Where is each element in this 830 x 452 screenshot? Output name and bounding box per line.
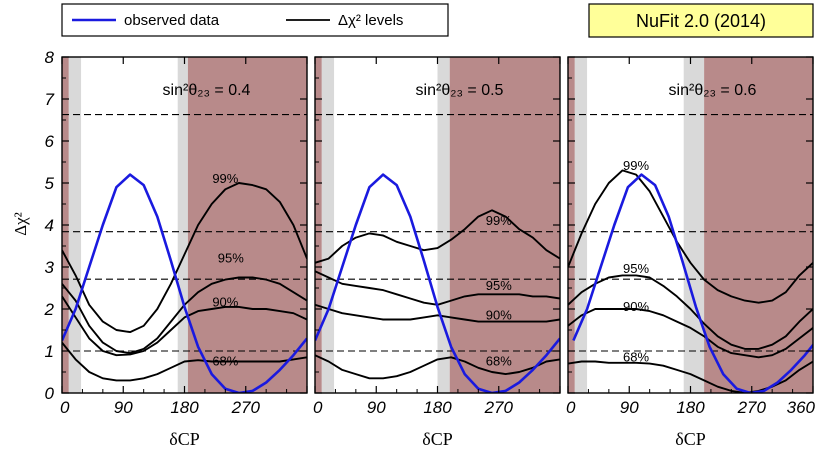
cl-label-95-percent: 95% — [218, 251, 244, 266]
x-tick-label: 270 — [737, 398, 767, 417]
level-curves — [62, 173, 307, 393]
x-tick-label: 180 — [170, 398, 199, 417]
x-axis-title: δCP — [169, 429, 200, 449]
shaded-allowed-band — [68, 57, 82, 393]
panel-title: sin²θ₂₃ = 0.5 — [416, 82, 504, 99]
x-tick-label: 90 — [114, 398, 133, 417]
curve-95-percent — [568, 274, 813, 350]
legend-label-observed: observed data — [124, 12, 220, 29]
cl-label-68-percent: 68% — [623, 349, 649, 364]
level-curves — [315, 173, 560, 393]
x-tick-label: 270 — [231, 398, 261, 417]
panel-title: sin²θ₂₃ = 0.4 — [163, 82, 251, 99]
x-tick-label: 90 — [620, 398, 639, 417]
shaded-excluded-region — [704, 57, 813, 393]
panel-2: 99% 95% 90% 68% sin²θ₂₃ = 0.5 0 90 180 270 δCP — [313, 56, 561, 449]
panels-container: 99%95%90%68%sin²θ₂₃ = 0.40 90 180 270δCP012… — [44, 48, 816, 449]
cl-label-90-percent: 90% — [212, 295, 238, 310]
x-axis-title: δCP — [422, 429, 453, 449]
curve-99-percent — [315, 209, 560, 264]
x-tick-label: 180 — [676, 398, 705, 417]
legend-frame — [61, 3, 449, 37]
panel-3: 99% 95% 90% 68% sin²θ₂₃ = 0.6 0 90 180 270 360 δCP — [566, 56, 816, 449]
shaded-allowed-band — [683, 57, 705, 393]
curve-68-percent — [315, 354, 560, 380]
legend: observed data Δχ² levels — [61, 3, 449, 37]
cl-label-90-percent: 90% — [486, 307, 512, 322]
y-tick-label: 0 — [45, 384, 55, 403]
nufit-badge: NuFit 2.0 (2014) — [588, 3, 814, 38]
x-tick-label: 270 — [484, 398, 514, 417]
cl-label-95-percent: 95% — [623, 261, 649, 276]
cl-label-68-percent: 68% — [486, 354, 512, 369]
y-tick-label: 3 — [45, 258, 55, 277]
panel-1: 99% 95% 90% 68% sin²θ₂₃ = 0.4 0 90 180 270 δCP — [60, 56, 308, 449]
curve-99-percent — [62, 182, 307, 334]
cl-label-95-percent: 95% — [486, 278, 512, 293]
y-tick-label: 8 — [45, 48, 55, 67]
y-tick-label: 1 — [45, 342, 54, 361]
shaded-excluded-region — [187, 57, 307, 393]
curve-observed-data — [62, 173, 307, 393]
x-tick-label: 0 — [566, 398, 576, 417]
x-tick-label: 90 — [367, 398, 386, 417]
shaded-allowed-band — [321, 57, 335, 393]
cl-label-68-percent: 68% — [212, 354, 238, 369]
y-tick-label: 7 — [45, 90, 55, 109]
curve-observed-data — [572, 173, 813, 393]
cl-label-90-percent: 90% — [623, 299, 649, 314]
legend-label-levels: Δχ² levels — [338, 12, 403, 29]
x-tick-label: 180 — [423, 398, 452, 417]
y-tick-label: 2 — [44, 300, 55, 319]
curve-observed-data — [315, 173, 560, 393]
curve-90-percent — [568, 308, 813, 359]
x-axis-title: δCP — [675, 429, 706, 449]
cl-label-99-percent: 99% — [623, 158, 649, 173]
curve-99-percent — [568, 169, 813, 304]
curve-90-percent — [62, 295, 307, 357]
shaded-allowed-band — [177, 57, 188, 393]
y-axis-title: Δχ² — [11, 212, 30, 236]
cl-label-99-percent: 99% — [212, 171, 238, 186]
shaded-allowed-band — [574, 57, 588, 393]
shaded-allowed-band — [437, 57, 450, 393]
x-tick-label: 0 — [60, 398, 70, 417]
curve-90-percent — [315, 303, 560, 323]
cl-label-99-percent: 99% — [486, 213, 512, 228]
y-tick-label: 5 — [45, 174, 55, 193]
x-tick-label: 360 — [787, 398, 816, 417]
panel-title: sin²θ₂₃ = 0.6 — [669, 82, 757, 99]
badge-text: NuFit 2.0 (2014) — [636, 11, 766, 31]
curve-68-percent — [62, 342, 307, 382]
level-curves — [568, 169, 813, 393]
badge-frame — [588, 3, 814, 38]
y-tick-label: 6 — [45, 132, 55, 151]
x-tick-label: 0 — [313, 398, 323, 417]
y-tick-label: 4 — [45, 216, 54, 235]
